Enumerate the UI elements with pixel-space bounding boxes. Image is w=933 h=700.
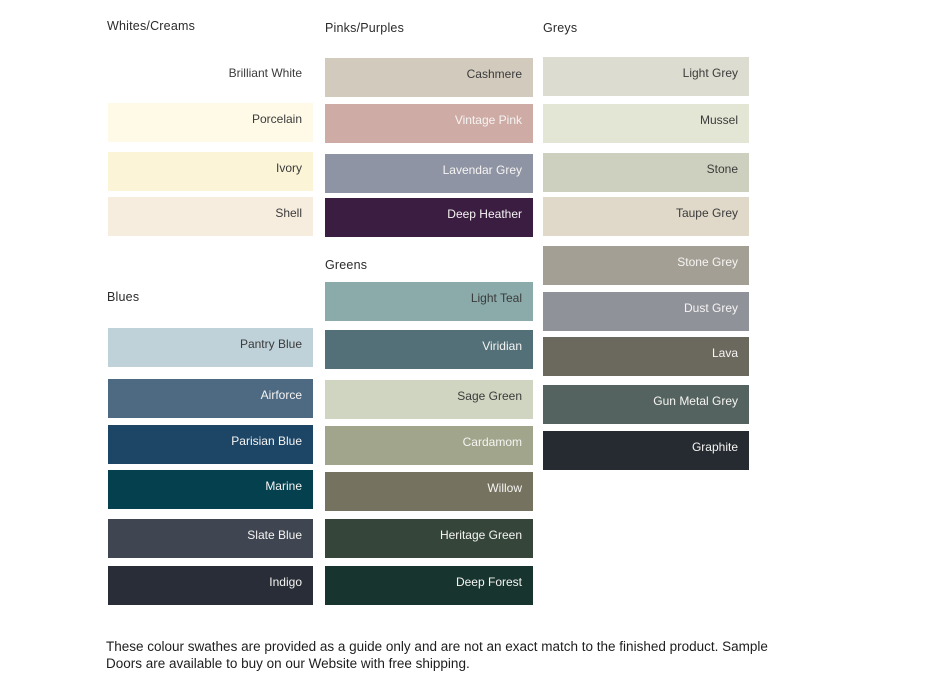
- swatch-shell: Shell: [108, 197, 313, 236]
- swatch-label: Porcelain: [251, 112, 302, 126]
- footer-line-1: These colour swathes are provided as a g…: [106, 639, 768, 654]
- swatch-label: Taupe Grey: [675, 206, 738, 220]
- swatch-cardamom: Cardamom: [325, 426, 533, 465]
- swatch-heritage-green: Heritage Green: [325, 519, 533, 558]
- swatch-taupe-grey: Taupe Grey: [543, 197, 749, 236]
- swatch-mussel: Mussel: [543, 104, 749, 143]
- swatch-label: Viridian: [482, 339, 522, 353]
- swatch-label: Gun Metal Grey: [653, 394, 738, 408]
- swatch-label: Parisian Blue: [231, 434, 302, 448]
- swatch-label: Stone: [706, 162, 738, 176]
- group-title-whites-creams: Whites/Creams: [107, 19, 196, 33]
- swatch-lavendar-grey: Lavendar Grey: [325, 154, 533, 193]
- swatch-label: Vintage Pink: [454, 113, 522, 127]
- swatch-label: Light Teal: [470, 291, 522, 305]
- swatch-parisian-blue: Parisian Blue: [108, 425, 313, 464]
- swatch-indigo: Indigo: [108, 566, 313, 605]
- swatch-label: Ivory: [275, 161, 302, 175]
- swatch-label: Heritage Green: [439, 528, 522, 542]
- swatch-marine: Marine: [108, 470, 313, 509]
- swatch-label: Brilliant White: [228, 66, 302, 80]
- swatch-label: Lavendar Grey: [442, 163, 522, 177]
- swatch-dust-grey: Dust Grey: [543, 292, 749, 331]
- swatch-label: Deep Heather: [447, 207, 522, 221]
- group-title-pinks-purples: Pinks/Purples: [325, 21, 405, 35]
- swatch-label: Sage Green: [457, 389, 522, 403]
- swatch-cashmere: Cashmere: [325, 58, 533, 97]
- swatch-label: Stone Grey: [677, 255, 738, 269]
- swatch-light-teal: Light Teal: [325, 282, 533, 321]
- swatch-lava: Lava: [543, 337, 749, 376]
- swatch-label: Willow: [487, 481, 522, 495]
- swatch-light-grey: Light Grey: [543, 57, 749, 96]
- swatch-label: Deep Forest: [455, 575, 522, 589]
- swatch-label: Cardamom: [462, 435, 522, 449]
- swatch-label: Shell: [275, 206, 302, 220]
- swatch-deep-heather: Deep Heather: [325, 198, 533, 237]
- swatch-vintage-pink: Vintage Pink: [325, 104, 533, 143]
- swatch-label: Mussel: [699, 113, 738, 127]
- swatch-deep-forest: Deep Forest: [325, 566, 533, 605]
- group-title-greys: Greys: [543, 21, 578, 35]
- group-title-greens: Greens: [325, 258, 368, 272]
- swatch-label: Cashmere: [466, 67, 522, 81]
- swatch-label: Graphite: [691, 440, 738, 454]
- swatch-label: Slate Blue: [247, 528, 302, 542]
- swatch-brilliant-white: Brilliant White: [108, 57, 313, 96]
- swatch-porcelain: Porcelain: [108, 103, 313, 142]
- swatch-stone: Stone: [543, 153, 749, 192]
- swatch-label: Marine: [265, 479, 302, 493]
- swatch-label: Pantry Blue: [239, 337, 302, 351]
- group-title-blues: Blues: [107, 290, 140, 304]
- swatch-label: Indigo: [269, 575, 302, 589]
- swatch-label: Dust Grey: [683, 301, 738, 315]
- swatch-willow: Willow: [325, 472, 533, 511]
- swatch-sage-green: Sage Green: [325, 380, 533, 419]
- swatch-pantry-blue: Pantry Blue: [108, 328, 313, 367]
- swatch-label: Lava: [711, 346, 738, 360]
- swatch-airforce: Airforce: [108, 379, 313, 418]
- footer-line-2: Doors are available to buy on our Websit…: [106, 655, 470, 671]
- swatch-gun-metal-grey: Gun Metal Grey: [543, 385, 749, 424]
- swatch-slate-blue: Slate Blue: [108, 519, 313, 558]
- swatch-label: Airforce: [260, 388, 302, 402]
- swatch-stone-grey: Stone Grey: [543, 246, 749, 285]
- footer-note: These colour swathes are provided as a g…: [106, 639, 826, 672]
- swatch-ivory: Ivory: [108, 152, 313, 191]
- swatch-label: Light Grey: [682, 66, 738, 80]
- swatch-graphite: Graphite: [543, 431, 749, 470]
- swatch-viridian: Viridian: [325, 330, 533, 369]
